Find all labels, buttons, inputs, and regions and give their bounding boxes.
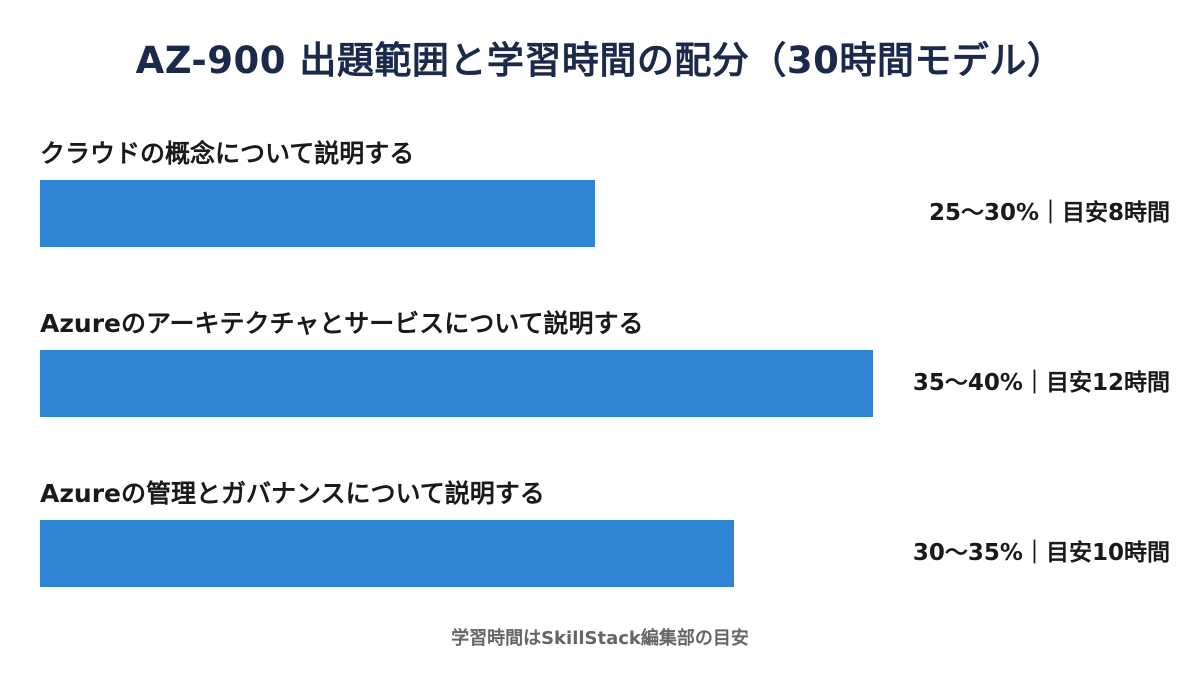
- value-label: 25〜30%｜目安8時間: [928, 200, 1170, 226]
- category-label: Azureの管理とガバナンスについて説明する: [40, 479, 545, 508]
- bar: [40, 180, 596, 247]
- bar: [40, 520, 735, 587]
- footnote: 学習時間はSkillStack編集部の目安: [451, 628, 749, 649]
- category-label: Azureのアーキテクチャとサービスについて説明する: [40, 309, 644, 338]
- value-label: 35〜40%｜目安12時間: [912, 370, 1170, 396]
- chart-title: AZ-900 出題範囲と学習時間の配分（30時間モデル）: [135, 39, 1065, 82]
- bar: [40, 350, 873, 417]
- category-label: クラウドの概念について説明する: [40, 139, 415, 168]
- value-label: 30〜35%｜目安10時間: [912, 540, 1170, 566]
